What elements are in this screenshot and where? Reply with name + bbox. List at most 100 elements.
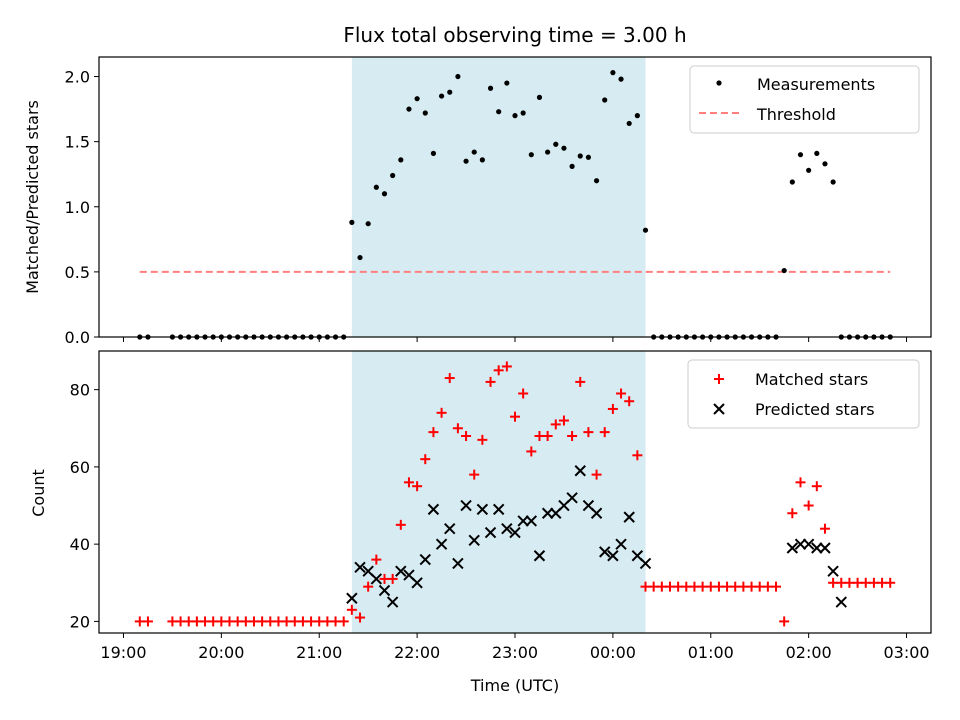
- predicted-star-point: [541, 507, 554, 519]
- legend-matched-label: Matched stars: [755, 370, 868, 389]
- measurement-point: [626, 120, 632, 127]
- bottom-shaded-region: [351, 351, 646, 633]
- chart-title: Flux total observing time = 3.00 h: [343, 23, 686, 47]
- x-tick-label: 23:00: [492, 643, 538, 662]
- matched-star-point: [363, 581, 374, 592]
- matched-star-point: [542, 430, 553, 441]
- matched-star-point: [355, 612, 366, 623]
- measurement-point: [463, 158, 469, 164]
- x-tick-label: 20:00: [198, 643, 244, 662]
- matched-star-point: [558, 415, 569, 426]
- predicted-star-diag2: [811, 542, 823, 554]
- top-shaded-region: [351, 57, 646, 337]
- predicted-star-point: [435, 538, 448, 550]
- predicted-star-point: [623, 511, 635, 523]
- matched-star-point: [803, 500, 814, 511]
- matched-star-point: [477, 434, 488, 445]
- legend-threshold-label: Threshold: [756, 105, 836, 124]
- predicted-star-point: [827, 565, 839, 577]
- top-y-axis-label: Matched/Predicted stars: [23, 100, 42, 294]
- measurement-point: [577, 153, 583, 159]
- predicted-star-diag2: [819, 542, 831, 554]
- predicted-star-point: [607, 550, 619, 562]
- measurement-point: [618, 76, 624, 82]
- matched-star-point: [795, 477, 806, 488]
- predicted-star-point: [476, 503, 489, 516]
- bottom-panel: 20 40 60 80 19:00 20:00 21:00 22:00 23:00 00:00 0…: [29, 350, 932, 695]
- bottom-legend-box: [687, 359, 920, 429]
- y-tick-label: 0.5: [65, 263, 90, 282]
- y-tick-label: 0.0: [65, 328, 90, 347]
- predicted-star-diag2: [509, 526, 521, 539]
- matched-star-point: [501, 361, 512, 372]
- top-legend-box: [689, 65, 920, 134]
- matched-star-point: [346, 604, 357, 615]
- measurement-point: [830, 179, 836, 185]
- measurement-point: [561, 145, 567, 151]
- x-tick-label: 03:00: [883, 643, 929, 662]
- predicted-star-diag2: [484, 526, 497, 539]
- predicted-star-diag2: [607, 550, 619, 562]
- predicted-star-diag2: [566, 492, 578, 504]
- measurement-point: [634, 113, 640, 119]
- measurement-point: [504, 80, 510, 86]
- predicted-star-point: [533, 550, 546, 562]
- predicted-star-diag2: [452, 557, 464, 570]
- matched-star-point: [510, 411, 520, 422]
- y-tick-label: 1.0: [65, 198, 90, 217]
- predicted-star-point: [378, 584, 391, 597]
- predicted-star-diag2: [395, 565, 407, 577]
- predicted-star-diag2: [590, 507, 603, 519]
- measurement-point: [610, 70, 616, 76]
- predicted-star-point: [444, 522, 456, 535]
- predicted-star-point: [639, 557, 652, 570]
- predicted-star-point: [517, 515, 529, 527]
- x-tick-label: 21:00: [296, 643, 342, 662]
- predicted-star-diag2: [835, 596, 847, 608]
- predicted-star-point: [460, 499, 472, 512]
- predicted-star-diag2: [802, 538, 815, 550]
- top-panel: 0.00.51.01.52.0 Matched/Predicted stars …: [23, 56, 932, 347]
- measurement-point: [520, 110, 526, 116]
- predicted-star-point: [590, 507, 603, 519]
- predicted-star-diag2: [599, 546, 611, 558]
- predicted-star-point: [411, 577, 423, 589]
- y-tick-label: 2.0: [65, 68, 90, 87]
- matched-star-point: [452, 423, 463, 434]
- predicted-star-diag2: [574, 465, 586, 477]
- predicted-star-point: [468, 534, 480, 546]
- predicted-star-diag2: [435, 538, 448, 550]
- measurement-point: [390, 172, 396, 179]
- measurement-point: [381, 191, 388, 197]
- matched-star-point: [779, 616, 790, 627]
- matched-star-point: [632, 450, 643, 461]
- measurement-point: [602, 97, 608, 103]
- measurement-point: [585, 154, 592, 160]
- predicted-star-diag2: [631, 550, 644, 562]
- measurement-point: [545, 149, 551, 155]
- measurement-point: [781, 267, 787, 274]
- predicted-star-diag2: [786, 542, 799, 554]
- measurement-point: [797, 152, 804, 158]
- matched-star-point: [493, 365, 504, 376]
- measurement-point: [593, 178, 600, 184]
- predicted-star-diag2: [525, 515, 538, 527]
- measurement-point: [349, 219, 355, 225]
- predicted-star-diag2: [623, 511, 635, 523]
- matched-star-point: [485, 376, 496, 387]
- predicted-star-point: [566, 492, 578, 504]
- predicted-star-point: [354, 561, 366, 574]
- predicted-star-diag2: [639, 557, 652, 570]
- measurement-point: [553, 141, 559, 147]
- matched-star-point: [885, 577, 896, 588]
- predicted-star-point: [419, 553, 431, 566]
- matched-star-point: [607, 403, 618, 414]
- matched-star-point: [461, 430, 472, 441]
- predicted-star-point: [599, 546, 611, 558]
- predicted-star-point: [484, 526, 497, 539]
- predicted-star-diag2: [403, 569, 415, 581]
- x-tick-label: 00:00: [590, 643, 636, 662]
- matched-star-point: [550, 419, 561, 430]
- matched-star-point: [591, 469, 602, 480]
- measurement-point: [471, 149, 477, 155]
